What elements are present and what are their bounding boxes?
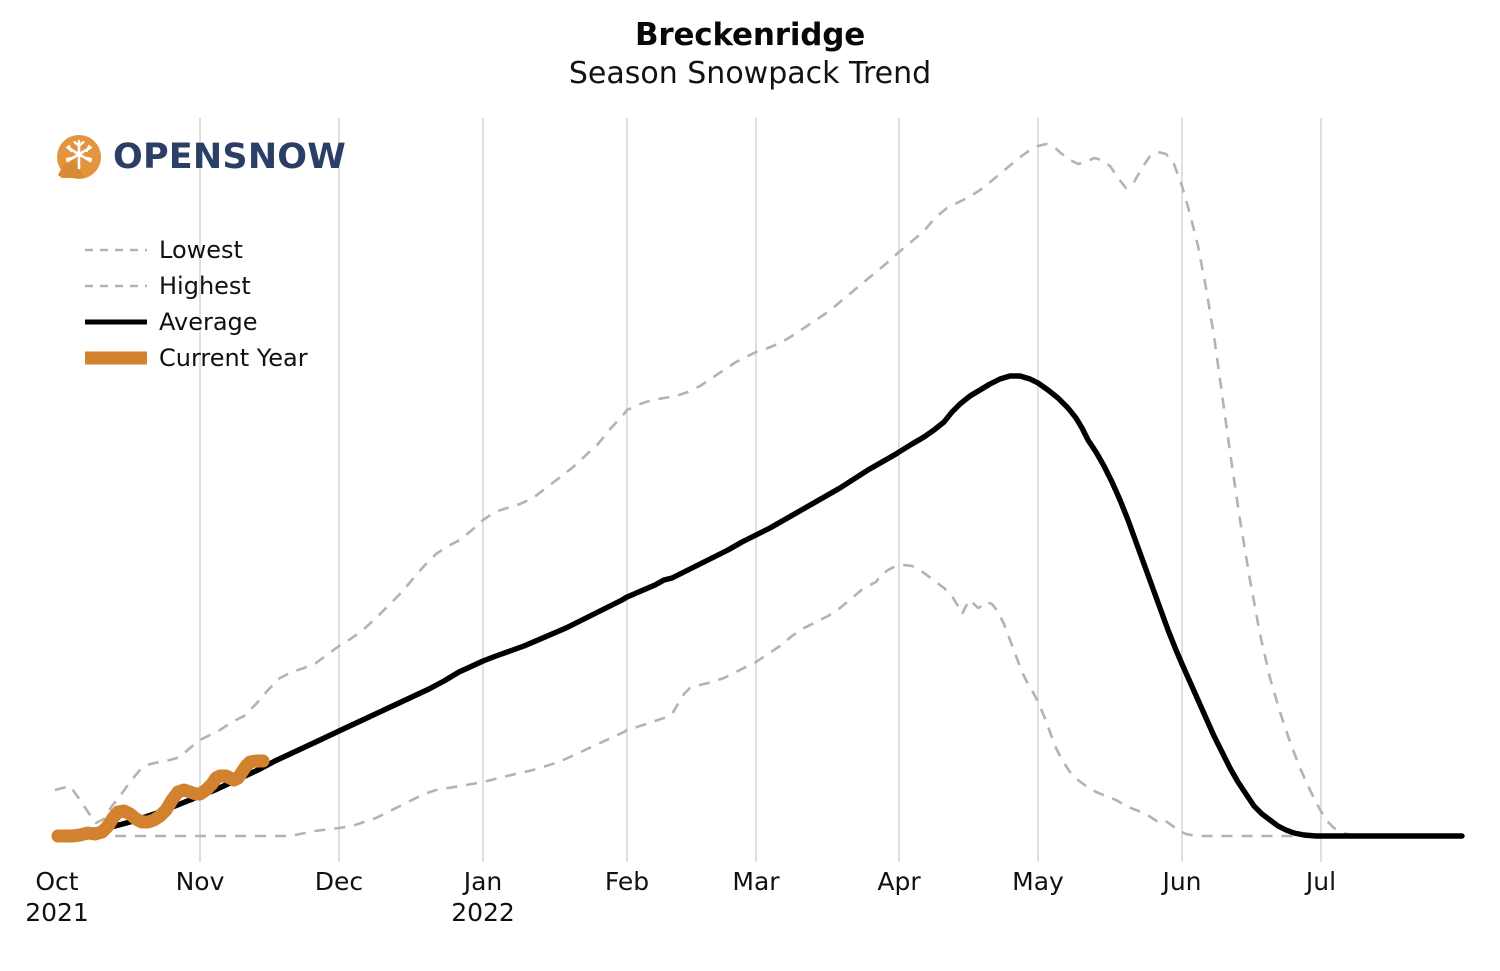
gridlines: [199, 118, 1322, 862]
series-line-average: [52, 373, 1465, 839]
x-tick-apr: Apr: [877, 867, 921, 896]
legend-swatch-current-year: [85, 349, 147, 367]
x-tick-dec: Dec: [314, 867, 364, 896]
legend-label-lowest: Lowest: [159, 236, 243, 264]
series-line-current-year: [51, 754, 270, 843]
legend-item-average[interactable]: Average: [85, 304, 308, 340]
x-tick-mar: Mar: [732, 867, 780, 896]
x-tick-nov: Nov: [175, 867, 225, 896]
opensnow-brand-logo: OPENSNOW: [56, 134, 346, 180]
x-tick-feb: Feb: [604, 867, 650, 896]
legend-swatch-average: [85, 313, 147, 331]
legend-item-highest[interactable]: Highest: [85, 268, 308, 304]
legend-item-lowest[interactable]: Lowest: [85, 232, 308, 268]
legend-swatch-highest: [85, 277, 147, 295]
x-tick-may: May: [1012, 867, 1064, 896]
legend-item-current-year[interactable]: Current Year: [85, 340, 308, 376]
legend-label-highest: Highest: [159, 272, 251, 300]
series-line-lowest: [55, 563, 1462, 838]
x-tick-jun: Jun: [1162, 867, 1202, 896]
chart-legend: Lowest Highest Average Current Year: [85, 232, 308, 376]
x-tick-oct: Oct 2021: [25, 867, 89, 928]
opensnow-snowflake-logo-icon: [56, 134, 102, 180]
series-line-highest: [54, 142, 1462, 838]
x-axis-tick-labels: Oct 2021 Nov Dec Jan 2022 Feb Mar Apr May …: [0, 866, 1500, 956]
legend-swatch-lowest: [85, 241, 147, 259]
legend-label-average: Average: [159, 308, 258, 336]
brand-text-snow: SNOW: [222, 136, 347, 177]
x-tick-jul: Jul: [1305, 867, 1337, 896]
brand-text-open: OPEN: [113, 136, 223, 177]
opensnow-wordmark: OPENSNOW: [113, 136, 347, 177]
legend-label-current-year: Current Year: [159, 344, 308, 372]
x-tick-jan: Jan 2022: [451, 867, 515, 928]
